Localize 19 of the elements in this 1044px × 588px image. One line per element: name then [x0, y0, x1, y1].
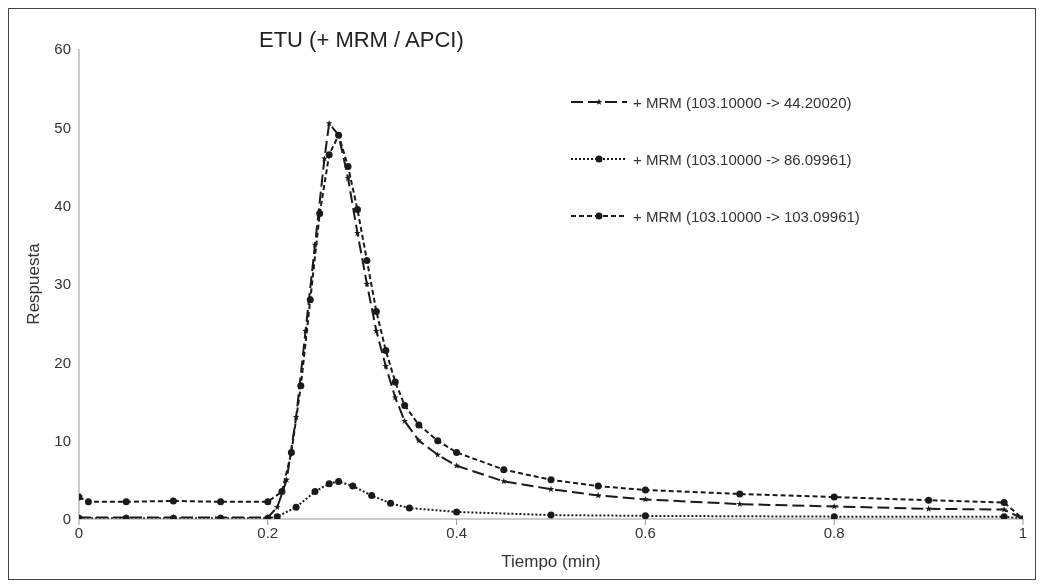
- legend-label: + MRM (103.10000 -> 44.20020): [633, 93, 852, 111]
- legend-label: + MRM (103.10000 -> 86.09961): [633, 150, 852, 168]
- x-tick-label: 0.4: [446, 523, 468, 541]
- x-tick-label: 0.2: [257, 523, 279, 541]
- y-tick-label: 50: [54, 118, 71, 136]
- x-tick-label: 0.8: [823, 523, 845, 541]
- y-tick-label: 10: [54, 431, 71, 449]
- legend-label: + MRM (103.10000 -> 103.09961): [633, 207, 860, 225]
- x-tick-label: 1: [1018, 523, 1028, 541]
- y-tick-label: 30: [54, 275, 71, 293]
- y-tick-label: 0: [62, 510, 71, 528]
- x-axis-title: Tiempo (min): [501, 552, 601, 571]
- chart-title: ETU (+ MRM / APCI): [259, 27, 464, 53]
- x-tick-label: 0.6: [634, 523, 656, 541]
- y-tick-label: 20: [54, 353, 71, 371]
- x-tick-label: 0: [74, 523, 84, 541]
- y-tick-label: 40: [54, 196, 71, 214]
- y-tick-label: 60: [54, 40, 71, 58]
- y-axis-title: Respuesta: [24, 242, 44, 325]
